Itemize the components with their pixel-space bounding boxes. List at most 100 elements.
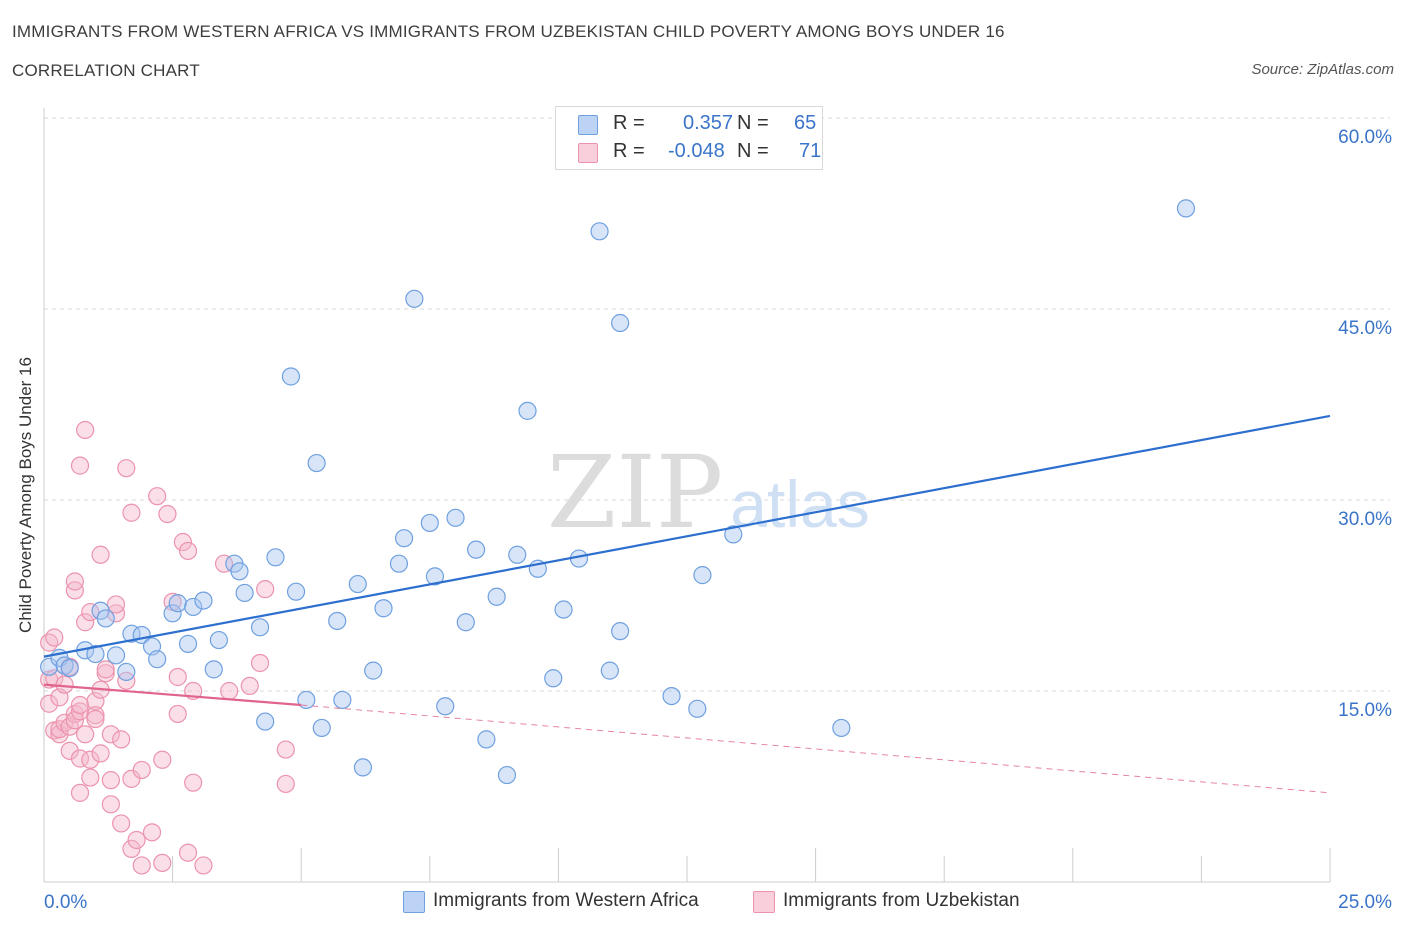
western-africa-point <box>168 594 187 613</box>
western-africa-point <box>235 583 254 603</box>
uzbekistan-point <box>40 633 59 652</box>
western-africa-point <box>117 662 136 682</box>
legend-n-value: 71 <box>799 140 822 162</box>
western-africa-point <box>544 669 563 688</box>
western-africa-point <box>348 574 367 594</box>
legend-r-value: 0.357 <box>683 112 734 134</box>
uzbekistan-point <box>45 628 64 647</box>
western-africa-point <box>266 548 285 567</box>
uzbekistan-point <box>122 503 141 522</box>
uzbekistan-point <box>173 532 192 552</box>
western-africa-point <box>184 597 203 617</box>
trend-lines <box>43 414 1331 794</box>
uzbekistan-point <box>86 709 105 729</box>
western-africa-point <box>86 644 105 664</box>
western-africa-point <box>611 313 630 333</box>
uzbekistan-point <box>91 545 110 564</box>
uzbekistan-point <box>86 692 105 711</box>
uzbekistan-point <box>65 704 84 724</box>
uzbekistan-point <box>178 541 198 561</box>
source-credit: Source: ZipAtlas.com <box>1251 61 1394 78</box>
western-africa-point <box>312 718 331 738</box>
western-africa-point <box>297 690 316 710</box>
uzbekistan-point <box>55 675 74 694</box>
legend-n-value: 65 <box>794 112 817 134</box>
western-africa-point <box>374 599 393 618</box>
western-africa-point <box>466 540 486 559</box>
western-africa-point <box>256 712 275 731</box>
legend-n-label: N = <box>737 112 769 134</box>
western-africa-point <box>832 718 851 738</box>
uzbekistan-point <box>86 706 105 725</box>
uzbekistan-point <box>117 459 136 478</box>
uzbekistan-point <box>70 456 90 475</box>
bottom-legend-swatch-western-africa <box>403 891 425 913</box>
western-africa-point <box>178 634 198 653</box>
western-africa-point <box>611 622 630 641</box>
uzbekistan-point <box>76 420 95 440</box>
western-africa-point <box>204 660 223 679</box>
uzbekistan-point <box>153 853 172 873</box>
uzbekistan-point <box>96 660 115 679</box>
uzbekistan-point <box>220 681 239 701</box>
uzbekistan-point <box>184 773 203 792</box>
y-tick-label: 60.0% <box>1338 127 1392 148</box>
western-africa-point <box>693 566 712 585</box>
western-africa-point <box>364 661 383 680</box>
uzbekistan-point <box>250 653 270 673</box>
uzbekistan-point <box>65 572 84 591</box>
uzbekistan-point <box>122 839 141 858</box>
uzbekistan-point <box>101 725 120 744</box>
watermark-atlas: atlas <box>730 467 869 541</box>
uzbekistan-point <box>153 750 172 769</box>
legend-swatch-uzbekistan <box>578 143 598 163</box>
uzbekistan-point <box>60 741 79 760</box>
western-africa-point <box>456 613 475 632</box>
western-africa-point <box>724 525 743 544</box>
uzbekistan-point <box>76 613 95 632</box>
x-tick-label: 25.0% <box>1338 892 1392 913</box>
western-africa-point <box>307 453 326 473</box>
western-africa-point <box>405 289 424 308</box>
uzbekistan-point <box>81 768 100 787</box>
western-africa-point <box>497 765 517 785</box>
western-africa-point <box>230 562 249 581</box>
tick-labels: 15.0% 30.0% 45.0% 60.0% 0.0% 25.0% <box>44 127 1392 913</box>
chart-title: IMMIGRANTS FROM WESTERN AFRICA VS IMMIGR… <box>12 22 1005 41</box>
western-africa-point <box>590 222 609 241</box>
uzbekistan-point <box>101 795 120 814</box>
uzbekistan-point <box>178 843 198 862</box>
uzbekistan-point <box>70 695 90 715</box>
legend-r-value: -0.048 <box>668 140 725 162</box>
uzbekistan-point <box>194 856 213 875</box>
bottom-legend-label: Immigrants from Western Africa <box>433 890 699 911</box>
uzbekistan-point <box>240 676 259 696</box>
western-africa-point <box>163 604 182 623</box>
western-africa-point <box>688 699 707 718</box>
uzbekistan-point <box>158 504 177 524</box>
western-africa-point <box>194 591 213 610</box>
legend-r-label: R = <box>613 140 645 162</box>
uzbekistan-point <box>276 774 295 794</box>
y-tick-label: 30.0% <box>1338 509 1392 530</box>
uzbekistan-point <box>70 702 90 721</box>
western-africa-point <box>60 658 79 678</box>
legend-swatch-western-africa <box>578 115 598 135</box>
legend-r-label: R = <box>613 112 645 134</box>
uzbekistan-point <box>148 487 167 506</box>
western-africa-point <box>1176 199 1196 218</box>
western-africa-point <box>446 508 465 527</box>
western-africa-point <box>394 529 414 548</box>
western-africa-point <box>209 630 228 650</box>
uzbekistan-point <box>112 730 131 749</box>
uzbekistan-point <box>142 823 162 842</box>
western-africa-point <box>436 697 455 716</box>
western-africa-point <box>106 646 126 665</box>
western-africa-point <box>389 554 409 573</box>
y-tick-label: 45.0% <box>1338 318 1392 339</box>
uzbekistan-point <box>70 783 90 802</box>
uzbekistan-point <box>40 694 59 713</box>
chart-subtitle: CORRELATION CHART <box>12 61 200 80</box>
western-africa-point <box>148 650 167 669</box>
western-africa-point <box>487 587 506 606</box>
